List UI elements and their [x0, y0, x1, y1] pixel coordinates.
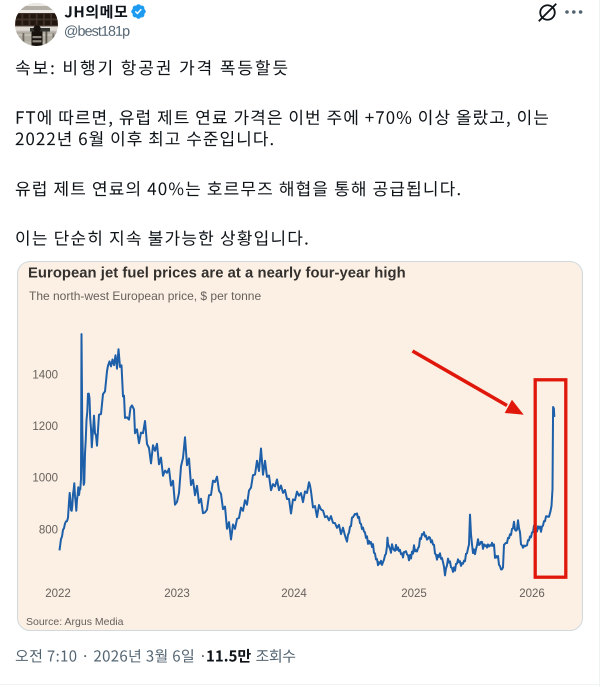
svg-text:2026: 2026	[519, 588, 545, 600]
svg-text:Source: Argus Media: Source: Argus Media	[26, 616, 124, 628]
svg-text:1200: 1200	[32, 421, 58, 433]
svg-text:800: 800	[39, 524, 58, 536]
svg-text:1000: 1000	[32, 472, 58, 484]
svg-text:1400: 1400	[32, 369, 58, 381]
svg-text:2025: 2025	[401, 588, 427, 600]
svg-text:European jet fuel prices are a: European jet fuel prices are at a nearly…	[28, 265, 406, 281]
svg-text:2024: 2024	[281, 588, 307, 600]
svg-text:2022: 2022	[45, 588, 71, 600]
svg-text:2023: 2023	[164, 588, 190, 600]
svg-text:The north-west European price,: The north-west European price, $ per ton…	[29, 289, 261, 303]
